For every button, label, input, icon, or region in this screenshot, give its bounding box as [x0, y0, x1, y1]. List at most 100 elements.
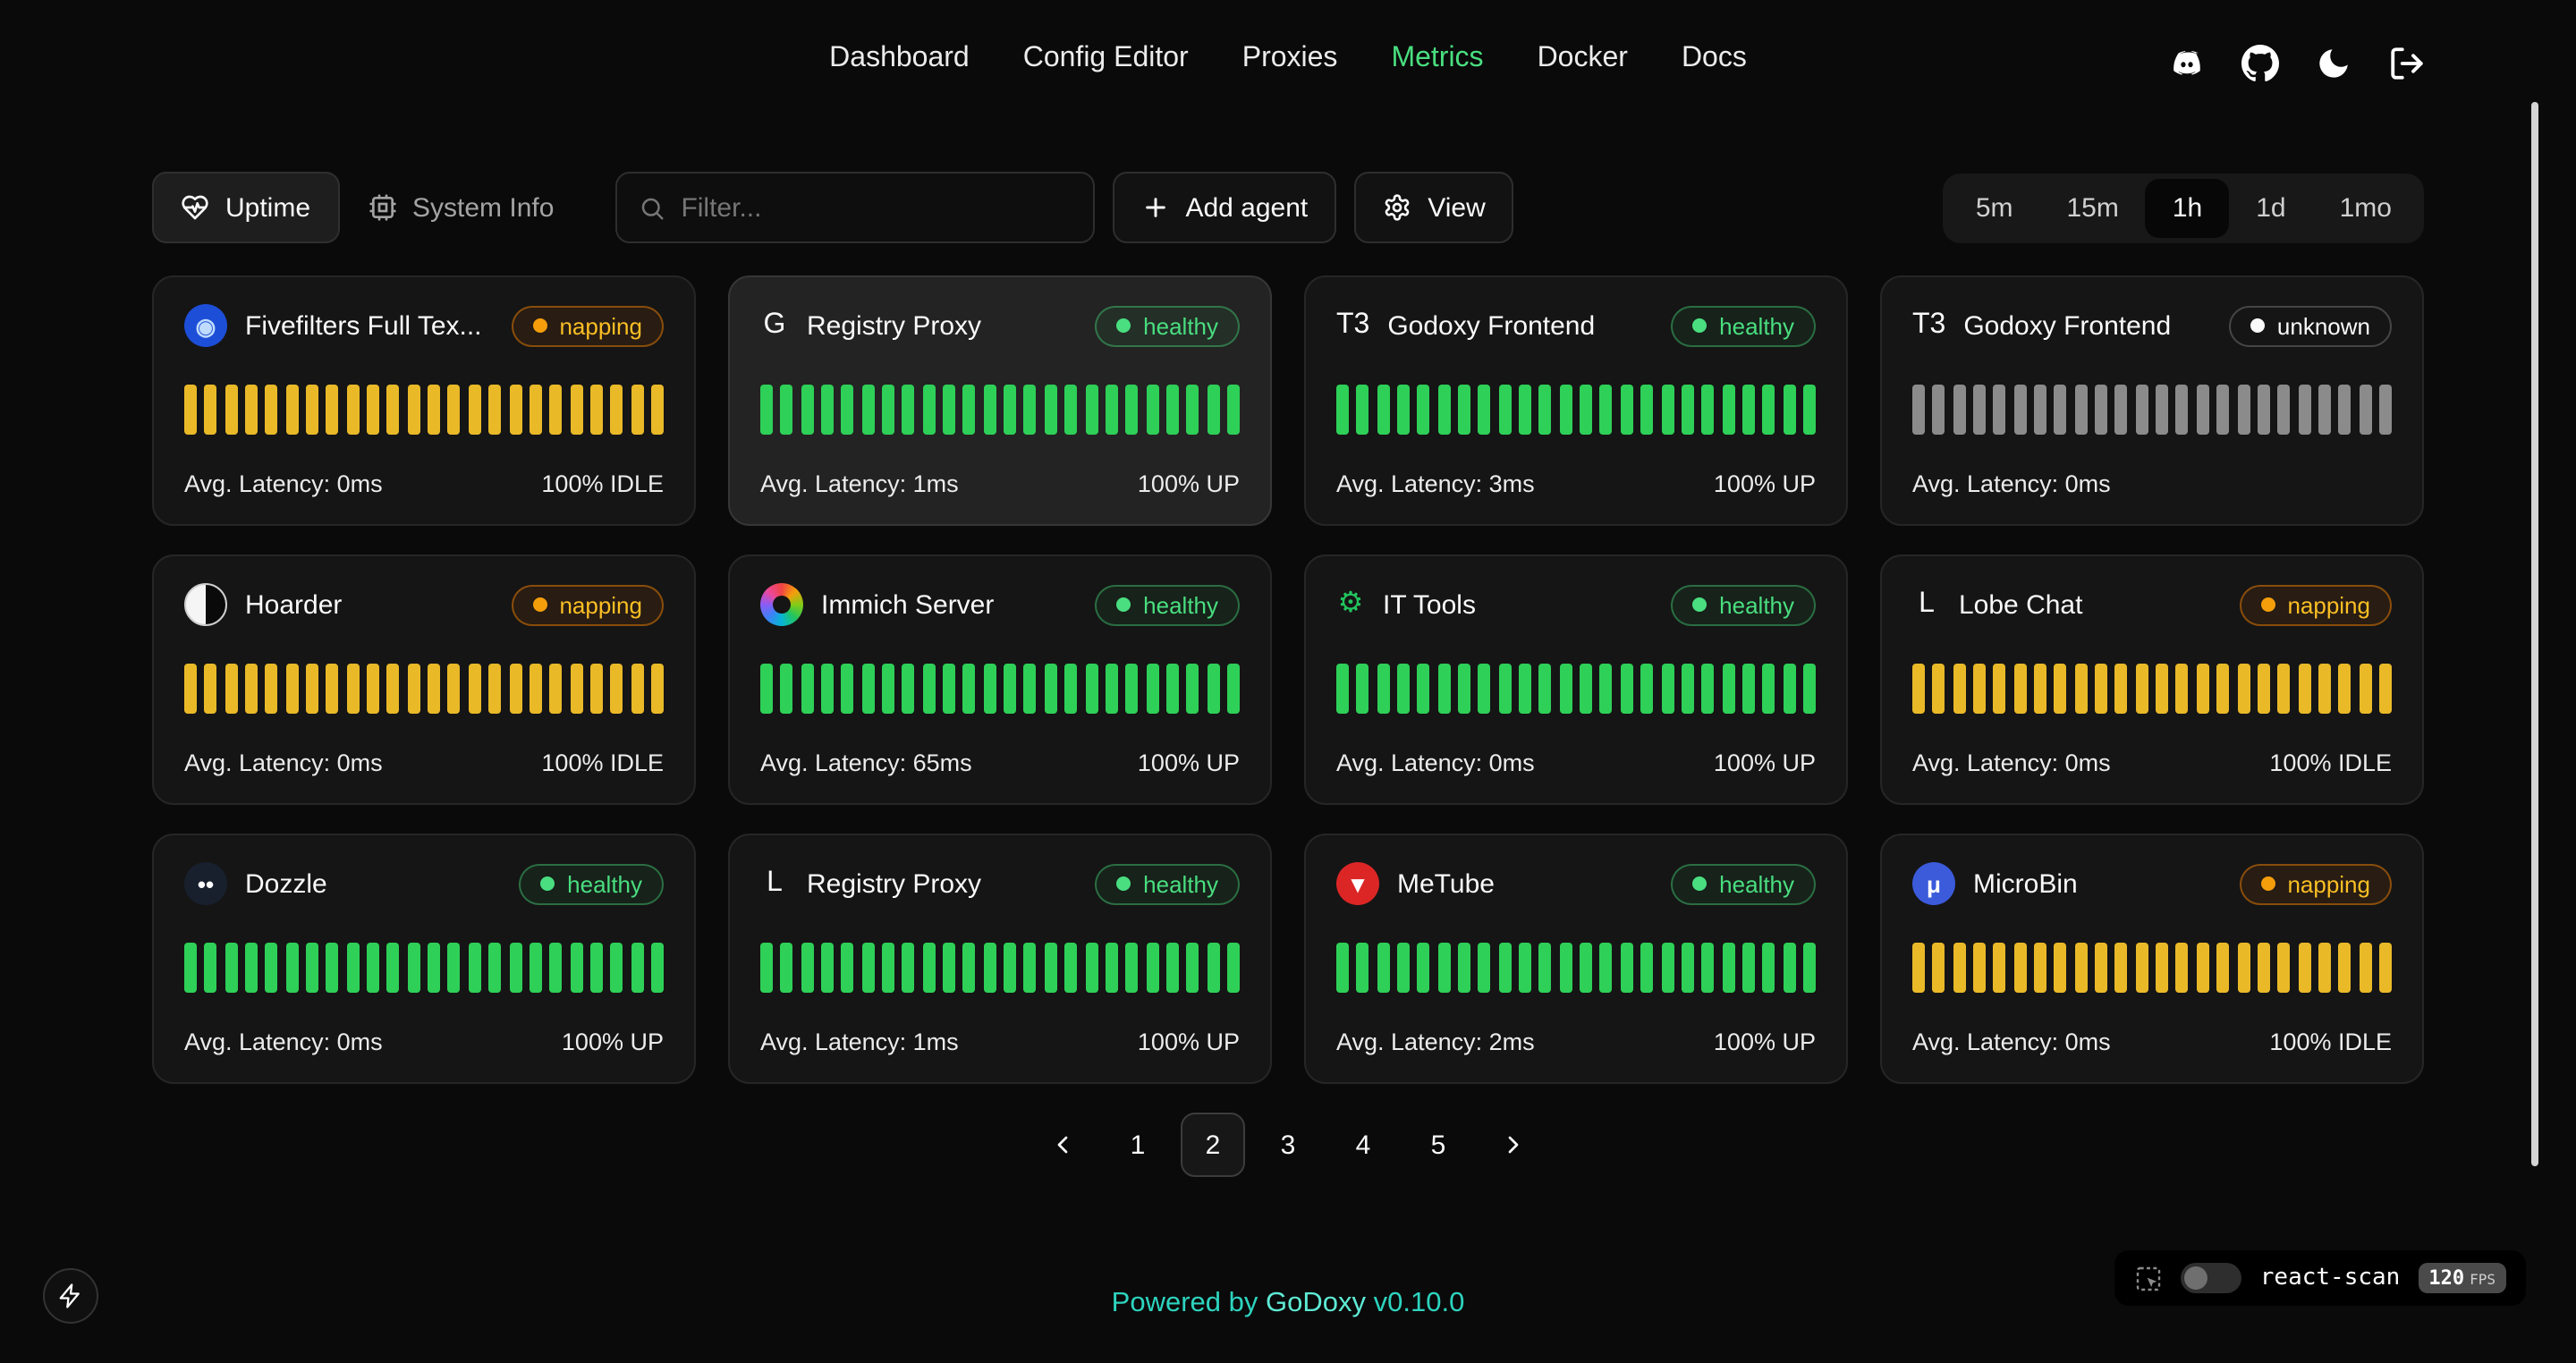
latency-text: Avg. Latency: 0ms: [1912, 749, 2111, 776]
uptime-bar: [245, 663, 258, 713]
uptime-bar: [2114, 384, 2128, 434]
next-page-button[interactable]: [1481, 1113, 1546, 1177]
uptime-bar: [225, 942, 238, 992]
uptime-bar: [1064, 942, 1078, 992]
uptime-bar: [2156, 663, 2169, 713]
view-button[interactable]: View: [1354, 172, 1514, 243]
uptime-bar: [801, 663, 814, 713]
time-range-1h[interactable]: 1h: [2145, 178, 2230, 237]
uptime-bar: [306, 663, 319, 713]
react-scan-toggle[interactable]: [2181, 1263, 2242, 1293]
service-card-fivefilters-full-tex[interactable]: ◉ Fivefilters Full Tex... napping Avg. Late…: [152, 275, 696, 526]
prev-page-button[interactable]: [1030, 1113, 1095, 1177]
uptime-bar: [1437, 663, 1451, 713]
latency-text: Avg. Latency: 0ms: [1912, 470, 2111, 497]
godoxy-link[interactable]: GoDoxy: [1266, 1288, 1366, 1318]
nav-item-docs[interactable]: Docs: [1681, 43, 1747, 73]
uptime-bar: [1640, 663, 1654, 713]
latency-text: Avg. Latency: 0ms: [184, 470, 383, 497]
uptime-bar: [2298, 942, 2311, 992]
page-button-5[interactable]: 5: [1406, 1113, 1470, 1177]
service-card-microbin[interactable]: μ MicroBin napping Avg. Latency: 0ms 100% ID…: [1880, 834, 2424, 1084]
service-card-registry-proxy[interactable]: L Registry Proxy healthy Avg. Latency: 1ms 1…: [728, 834, 1272, 1084]
uptime-bar: [1599, 663, 1613, 713]
nav-item-config-editor[interactable]: Config Editor: [1022, 43, 1189, 73]
uptime-bar: [488, 942, 502, 992]
page-button-2[interactable]: 2: [1181, 1113, 1245, 1177]
uptime-bar: [1458, 663, 1471, 713]
uptime-bar: [367, 663, 380, 713]
uptime-text: 100% IDLE: [541, 470, 664, 497]
uptime-bar: [962, 942, 976, 992]
uptime-bar: [1762, 942, 1775, 992]
nav-item-dashboard[interactable]: Dashboard: [829, 43, 970, 73]
uptime-bar: [943, 942, 956, 992]
page-button-3[interactable]: 3: [1256, 1113, 1320, 1177]
uptime-bar: [1580, 942, 1593, 992]
uptime-bar: [346, 942, 360, 992]
card-header: L Lobe Chat napping: [1912, 583, 2392, 626]
scrollbar-thumb[interactable]: [2531, 102, 2538, 1166]
service-card-lobe-chat[interactable]: L Lobe Chat napping Avg. Latency: 0ms 100% I…: [1880, 555, 2424, 805]
uptime-bar: [962, 663, 976, 713]
nav-item-metrics[interactable]: Metrics: [1391, 43, 1484, 73]
time-range-15m[interactable]: 15m: [2040, 178, 2146, 237]
uptime-bar: [2034, 942, 2047, 992]
uptime-bar: [549, 663, 563, 713]
service-card-dozzle[interactable]: •• Dozzle healthy Avg. Latency: 0ms 100% UP: [152, 834, 696, 1084]
nav-item-proxies[interactable]: Proxies: [1241, 43, 1338, 73]
uptime-bar: [1336, 942, 1349, 992]
godoxy-frontend-icon: T3: [1336, 309, 1370, 340]
github-icon[interactable]: [2241, 45, 2279, 82]
uptime-bar: [2338, 663, 2351, 713]
uptime-bars: [184, 663, 664, 713]
time-range-5m[interactable]: 5m: [1949, 178, 2040, 237]
service-card-godoxy-frontend[interactable]: T3 Godoxy Frontend unknown Avg. Latency: 0m…: [1880, 275, 2424, 526]
uptime-bar: [1004, 942, 1017, 992]
status-dot: [540, 876, 555, 891]
time-range-1mo[interactable]: 1mo: [2313, 178, 2419, 237]
uptime-tab-label: Uptime: [225, 192, 311, 223]
quick-actions-button[interactable]: [43, 1268, 98, 1324]
uptime-bar: [1681, 663, 1694, 713]
uptime-bar: [1417, 942, 1430, 992]
discord-icon[interactable]: [2168, 45, 2206, 82]
uptime-bar: [1478, 663, 1491, 713]
moon-icon[interactable]: [2315, 45, 2352, 82]
page-button-4[interactable]: 4: [1331, 1113, 1395, 1177]
service-card-hoarder[interactable]: Hoarder napping Avg. Latency: 0ms 100% IDLE: [152, 555, 696, 805]
nav-item-docker[interactable]: Docker: [1537, 43, 1628, 73]
uptime-bar: [1993, 663, 2006, 713]
card-footer: Avg. Latency: 0ms 100% UP: [184, 1029, 664, 1055]
filter-box: [614, 172, 1095, 243]
service-card-registry-proxy[interactable]: G Registry Proxy healthy Avg. Latency: 1ms 1…: [728, 275, 1272, 526]
card-header: G Registry Proxy healthy: [760, 304, 1240, 347]
uptime-bar: [570, 384, 583, 434]
uptime-bar: [821, 663, 835, 713]
uptime-bar: [589, 384, 603, 434]
version-text: v0.10.0: [1373, 1288, 1465, 1318]
uptime-bar: [346, 663, 360, 713]
filter-input[interactable]: [681, 192, 1072, 223]
uptime-bar: [2175, 663, 2189, 713]
uptime-bar: [184, 663, 197, 713]
service-card-metube[interactable]: ▼ MeTube healthy Avg. Latency: 2ms 100% UP: [1304, 834, 1848, 1084]
page-button-1[interactable]: 1: [1106, 1113, 1170, 1177]
uptime-bar: [2114, 942, 2128, 992]
service-card-immich-server[interactable]: Immich Server healthy Avg. Latency: 65ms 10…: [728, 555, 1272, 805]
service-card-godoxy-frontend[interactable]: T3 Godoxy Frontend healthy Avg. Latency: 3m…: [1304, 275, 1848, 526]
header-icons: [2168, 45, 2426, 82]
service-card-it-tools[interactable]: ⚙ IT Tools healthy Avg. Latency: 0ms 100% UP: [1304, 555, 1848, 805]
inspect-icon[interactable]: [2135, 1264, 2164, 1292]
uptime-bar: [570, 942, 583, 992]
card-footer: Avg. Latency: 0ms 100% IDLE: [184, 749, 664, 776]
system-info-tab-button[interactable]: System Info: [339, 172, 582, 243]
uptime-tab-button[interactable]: Uptime: [152, 172, 340, 243]
time-range-1d[interactable]: 1d: [2229, 178, 2312, 237]
uptime-bar: [1125, 663, 1139, 713]
uptime-bar: [1783, 663, 1796, 713]
uptime-bar: [1336, 663, 1349, 713]
add-agent-button[interactable]: Add agent: [1112, 172, 1337, 243]
it-tools-icon: ⚙: [1337, 588, 1364, 619]
logout-icon[interactable]: [2388, 45, 2426, 82]
